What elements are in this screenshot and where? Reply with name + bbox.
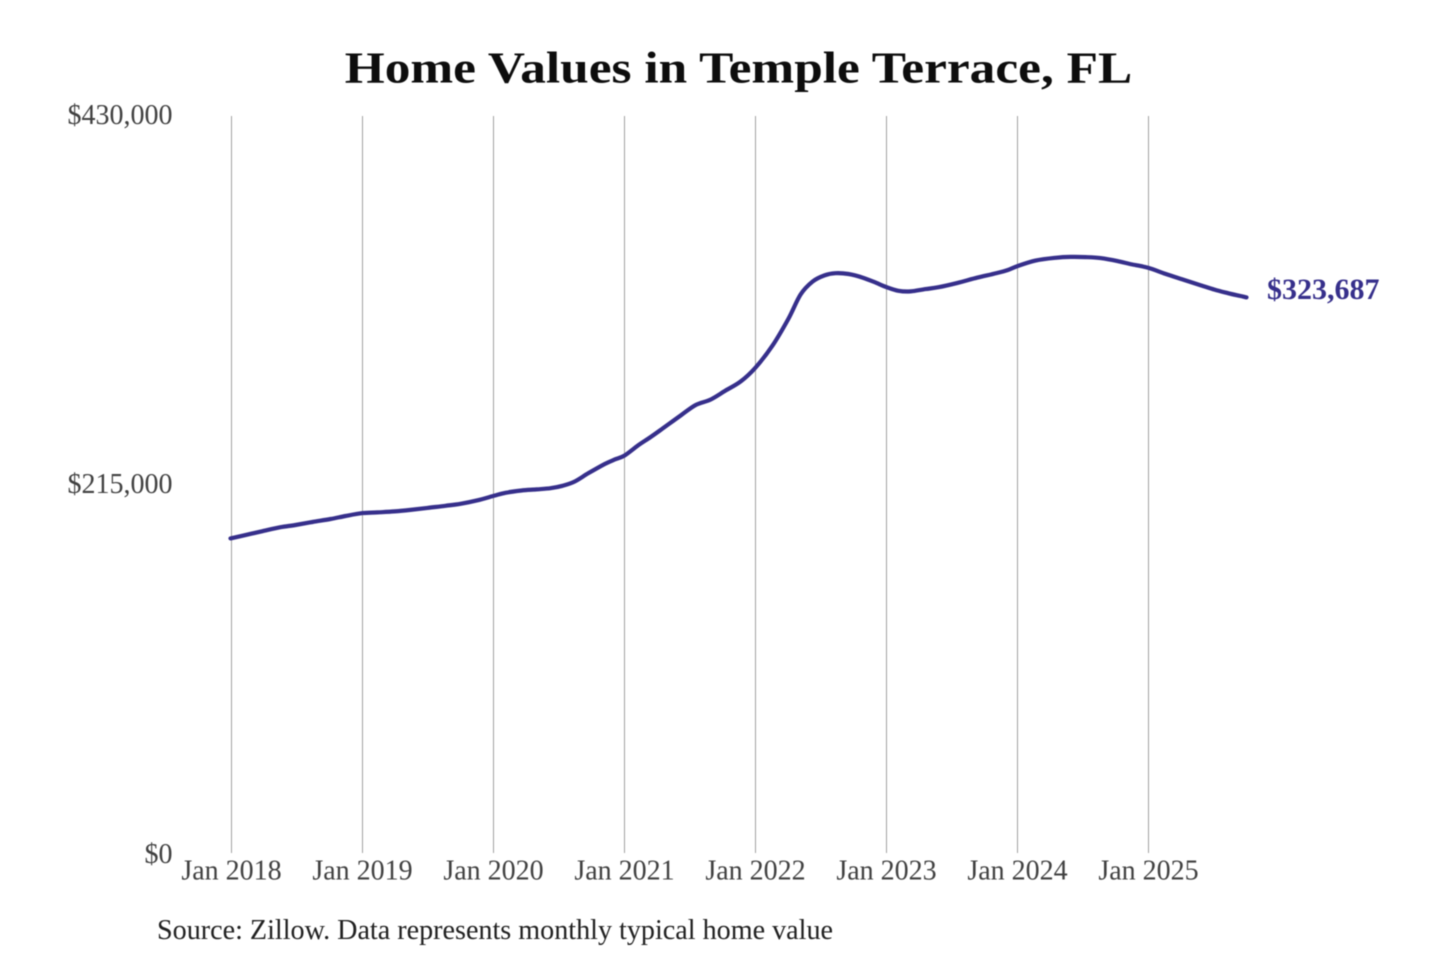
svg-text:Jan 2019: Jan 2019 bbox=[312, 856, 412, 887]
svg-text:Jan 2022: Jan 2022 bbox=[705, 856, 805, 887]
svg-text:Jan 2025: Jan 2025 bbox=[1098, 856, 1198, 887]
svg-text:$215,000: $215,000 bbox=[68, 469, 173, 500]
svg-text:$430,000: $430,000 bbox=[68, 100, 173, 131]
svg-text:Jan 2021: Jan 2021 bbox=[574, 856, 674, 887]
svg-text:$0: $0 bbox=[145, 839, 173, 870]
svg-text:Jan 2020: Jan 2020 bbox=[443, 856, 543, 887]
svg-text:$323,687: $323,687 bbox=[1267, 273, 1380, 306]
svg-text:Jan 2024: Jan 2024 bbox=[967, 856, 1067, 887]
svg-text:Jan 2023: Jan 2023 bbox=[836, 856, 936, 887]
svg-text:Source: Zillow. Data represent: Source: Zillow. Data represents monthly … bbox=[157, 915, 833, 946]
svg-text:Jan 2018: Jan 2018 bbox=[181, 856, 281, 887]
svg-text:Home Values in Temple Terrace,: Home Values in Temple Terrace, FL bbox=[345, 44, 1133, 93]
